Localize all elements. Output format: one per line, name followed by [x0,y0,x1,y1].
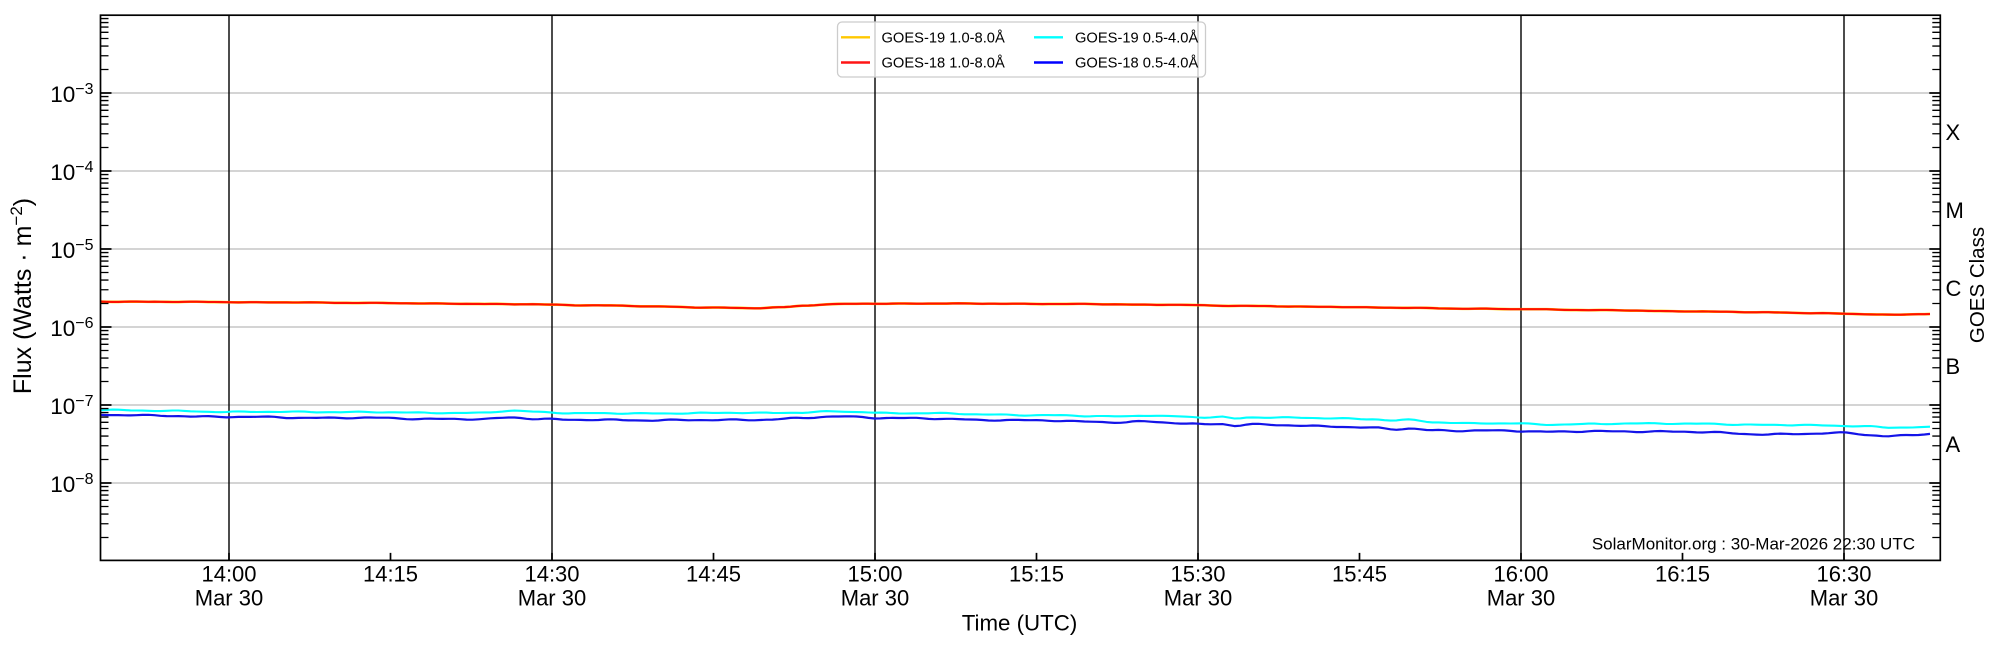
svg-text:C: C [1946,276,1962,301]
svg-text:15:30: 15:30 [1170,562,1225,587]
svg-text:GOES-18 0.5-4.0Å: GOES-18 0.5-4.0Å [1075,55,1198,72]
svg-text:B: B [1946,354,1961,379]
svg-text:GOES-19 1.0-8.0Å: GOES-19 1.0-8.0Å [882,30,1005,47]
svg-text:15:15: 15:15 [1009,562,1064,587]
svg-text:Mar 30: Mar 30 [1164,586,1232,611]
svg-text:15:45: 15:45 [1332,562,1387,587]
svg-text:X: X [1946,120,1961,145]
svg-text:16:00: 16:00 [1493,562,1548,587]
svg-text:Mar 30: Mar 30 [841,586,909,611]
svg-text:10−7: 10−7 [50,393,93,419]
svg-text:SolarMonitor.org : 30-Mar-2026: SolarMonitor.org : 30-Mar-2026 22:30 UTC [1592,535,1915,554]
svg-text:Mar 30: Mar 30 [1810,586,1878,611]
svg-text:14:45: 14:45 [686,562,741,587]
svg-text:Mar 30: Mar 30 [518,586,586,611]
svg-text:Mar 30: Mar 30 [1487,586,1555,611]
svg-text:10−3: 10−3 [50,81,93,107]
svg-text:Flux (Watts · m−2): Flux (Watts · m−2) [7,198,37,394]
svg-text:14:00: 14:00 [201,562,256,587]
svg-text:15:00: 15:00 [847,562,902,587]
svg-text:Mar 30: Mar 30 [195,586,263,611]
svg-text:GOES-19 0.5-4.0Å: GOES-19 0.5-4.0Å [1075,30,1198,47]
svg-text:Time (UTC): Time (UTC) [962,611,1078,636]
svg-text:A: A [1946,432,1961,457]
svg-text:14:15: 14:15 [363,562,418,587]
svg-text:M: M [1946,198,1964,223]
svg-text:16:30: 16:30 [1816,562,1871,587]
svg-text:16:15: 16:15 [1655,562,1710,587]
svg-text:GOES-18 1.0-8.0Å: GOES-18 1.0-8.0Å [882,55,1005,72]
svg-text:14:30: 14:30 [524,562,579,587]
svg-text:GOES Class: GOES Class [1966,227,1989,343]
